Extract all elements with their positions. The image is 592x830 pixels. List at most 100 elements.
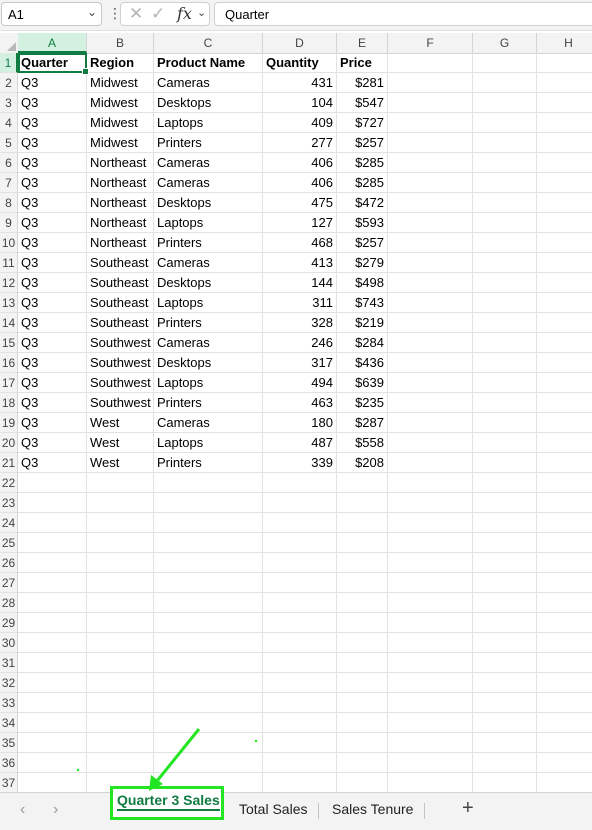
cell-d18[interactable]: 463 (263, 393, 337, 413)
cell-e6[interactable]: $285 (337, 153, 388, 173)
row-header[interactable]: 31 (0, 653, 18, 673)
fx-icon[interactable]: fx (177, 4, 192, 23)
cell-b14[interactable]: Southeast (87, 313, 154, 333)
cell-c28[interactable] (154, 593, 263, 613)
cell-f32[interactable] (388, 673, 473, 693)
cell-g14[interactable] (473, 313, 537, 333)
cell-d32[interactable] (263, 673, 337, 693)
row-header[interactable]: 4 (0, 113, 18, 133)
cell-h15[interactable] (537, 333, 592, 353)
cell-h24[interactable] (537, 513, 592, 533)
cell-e15[interactable]: $284 (337, 333, 388, 353)
cell-c16[interactable]: Desktops (154, 353, 263, 373)
cell-c36[interactable] (154, 753, 263, 773)
row-header[interactable]: 37 (0, 773, 18, 793)
checkmark-icon[interactable]: ✓ (151, 4, 166, 23)
cell-f3[interactable] (388, 93, 473, 113)
cell-f4[interactable] (388, 113, 473, 133)
cell-b22[interactable] (87, 473, 154, 493)
cell-g19[interactable] (473, 413, 537, 433)
cell-h6[interactable] (537, 153, 592, 173)
cell-c17[interactable]: Laptops (154, 373, 263, 393)
row-header[interactable]: 13 (0, 293, 18, 313)
cell-g13[interactable] (473, 293, 537, 313)
row-header[interactable]: 23 (0, 493, 18, 513)
cell-b20[interactable]: West (87, 433, 154, 453)
cell-e7[interactable]: $285 (337, 173, 388, 193)
cell-a37[interactable] (18, 773, 87, 793)
cell-a4[interactable]: Q3 (18, 113, 87, 133)
cell-b2[interactable]: Midwest (87, 73, 154, 93)
cell-a8[interactable]: Q3 (18, 193, 87, 213)
cell-f37[interactable] (388, 773, 473, 793)
cell-b6[interactable]: Northeast (87, 153, 154, 173)
cell-d1[interactable]: Quantity (263, 53, 337, 73)
cell-e10[interactable]: $257 (337, 233, 388, 253)
cell-e26[interactable] (337, 553, 388, 573)
cell-a25[interactable] (18, 533, 87, 553)
cell-b8[interactable]: Northeast (87, 193, 154, 213)
cell-e1[interactable]: Price (337, 53, 388, 73)
cell-f16[interactable] (388, 353, 473, 373)
cell-f2[interactable] (388, 73, 473, 93)
cell-f10[interactable] (388, 233, 473, 253)
cell-e23[interactable] (337, 493, 388, 513)
cell-b7[interactable]: Northeast (87, 173, 154, 193)
cell-d36[interactable] (263, 753, 337, 773)
cell-f17[interactable] (388, 373, 473, 393)
cell-h31[interactable] (537, 653, 592, 673)
row-header[interactable]: 19 (0, 413, 18, 433)
cell-d21[interactable]: 339 (263, 453, 337, 473)
cell-c27[interactable] (154, 573, 263, 593)
cell-h20[interactable] (537, 433, 592, 453)
cell-b5[interactable]: Midwest (87, 133, 154, 153)
cell-f28[interactable] (388, 593, 473, 613)
cell-c35[interactable] (154, 733, 263, 753)
cell-h37[interactable] (537, 773, 592, 793)
cell-b35[interactable] (87, 733, 154, 753)
cell-h36[interactable] (537, 753, 592, 773)
row-header[interactable]: 36 (0, 753, 18, 773)
cell-d34[interactable] (263, 713, 337, 733)
cell-e19[interactable]: $287 (337, 413, 388, 433)
row-header[interactable]: 5 (0, 133, 18, 153)
cell-c9[interactable]: Laptops (154, 213, 263, 233)
cell-h23[interactable] (537, 493, 592, 513)
formula-input[interactable]: Quarter (214, 2, 592, 26)
cell-h26[interactable] (537, 553, 592, 573)
cell-d33[interactable] (263, 693, 337, 713)
sheet-tab-total-sales[interactable]: Total Sales (239, 801, 308, 817)
column-header-h[interactable]: H (537, 33, 592, 53)
cell-h11[interactable] (537, 253, 592, 273)
cell-b17[interactable]: Southwest (87, 373, 154, 393)
cell-b16[interactable]: Southwest (87, 353, 154, 373)
cell-b18[interactable]: Southwest (87, 393, 154, 413)
cell-b4[interactable]: Midwest (87, 113, 154, 133)
row-header[interactable]: 35 (0, 733, 18, 753)
cell-f26[interactable] (388, 553, 473, 573)
select-all-button[interactable] (0, 33, 19, 53)
cell-f7[interactable] (388, 173, 473, 193)
cell-h8[interactable] (537, 193, 592, 213)
cell-g26[interactable] (473, 553, 537, 573)
cell-b25[interactable] (87, 533, 154, 553)
cell-a35[interactable] (18, 733, 87, 753)
cell-e14[interactable]: $219 (337, 313, 388, 333)
cell-a18[interactable]: Q3 (18, 393, 87, 413)
cell-b13[interactable]: Southeast (87, 293, 154, 313)
cell-a36[interactable] (18, 753, 87, 773)
cell-d31[interactable] (263, 653, 337, 673)
cell-b12[interactable]: Southeast (87, 273, 154, 293)
cell-a14[interactable]: Q3 (18, 313, 87, 333)
cell-a19[interactable]: Q3 (18, 413, 87, 433)
cell-a30[interactable] (18, 633, 87, 653)
cell-f6[interactable] (388, 153, 473, 173)
cell-g31[interactable] (473, 653, 537, 673)
cell-d35[interactable] (263, 733, 337, 753)
cell-d9[interactable]: 127 (263, 213, 337, 233)
column-header-b[interactable]: B (87, 33, 154, 53)
cell-c22[interactable] (154, 473, 263, 493)
row-header[interactable]: 3 (0, 93, 18, 113)
cell-c25[interactable] (154, 533, 263, 553)
cell-g7[interactable] (473, 173, 537, 193)
